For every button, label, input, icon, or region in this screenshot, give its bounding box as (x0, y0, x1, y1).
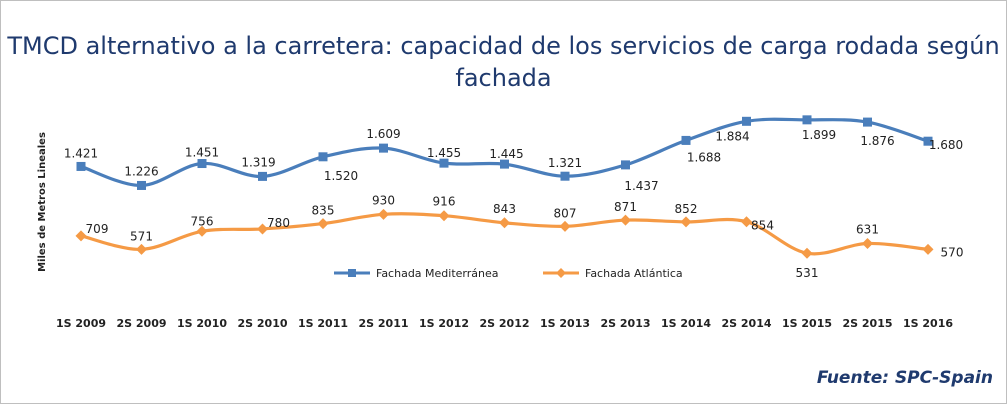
data-label-atlantica: 835 (312, 204, 335, 218)
data-label-mediterranea: 1.319 (241, 155, 275, 169)
data-label-mediterranea: 1.451 (185, 146, 219, 160)
x-tick-label: 2S 2014 (721, 317, 771, 330)
data-point-mediterranea (621, 160, 630, 170)
legend-marker (556, 268, 566, 278)
data-point-atlantica (136, 243, 147, 255)
data-label-atlantica: 916 (433, 195, 456, 209)
legend-label: Fachada Atlántica (585, 267, 683, 280)
x-tick-label: 1S 2011 (298, 317, 348, 330)
data-point-mediterranea (863, 117, 872, 127)
data-point-atlantica (801, 247, 813, 259)
data-label-atlantica: 571 (130, 229, 153, 243)
data-label-atlantica: 631 (856, 222, 879, 236)
data-point-mediterranea (802, 115, 812, 125)
data-label-mediterranea: 1.421 (64, 146, 98, 160)
data-point-mediterranea (742, 116, 751, 126)
data-label-atlantica: 930 (372, 193, 395, 207)
data-label-mediterranea: 1.520 (324, 169, 358, 183)
x-tick-label: 1S 2015 (782, 317, 832, 330)
data-label-atlantica: 854 (751, 219, 774, 233)
data-point-atlantica (196, 225, 208, 237)
data-label-mediterranea: 1.226 (124, 164, 158, 178)
y-axis-label: Miles de Metros Lineales (37, 132, 48, 272)
data-label-mediterranea: 1.321 (548, 156, 582, 170)
x-tick-label: 2S 2013 (600, 317, 650, 330)
data-label-mediterranea: 1.609 (366, 127, 400, 141)
data-label-mediterranea: 1.899 (802, 128, 836, 142)
data-point-atlantica (378, 208, 389, 220)
data-label-atlantica: 843 (493, 202, 516, 216)
data-label-mediterranea: 1.445 (489, 147, 523, 161)
data-point-atlantica (317, 218, 329, 230)
data-point-atlantica (438, 210, 450, 222)
data-point-atlantica (620, 214, 631, 226)
data-point-atlantica (922, 243, 934, 255)
data-label-mediterranea: 1.688 (687, 150, 721, 164)
data-label-atlantica: 570 (941, 245, 964, 259)
x-tick-label: 2S 2012 (479, 317, 529, 330)
data-point-atlantica (75, 230, 87, 242)
data-point-atlantica (680, 216, 692, 228)
x-tick-label: 2S 2011 (358, 317, 408, 330)
data-label-atlantica: 531 (796, 266, 819, 280)
data-label-atlantica: 780 (267, 216, 290, 230)
data-point-mediterranea (137, 180, 146, 190)
data-label-atlantica: 756 (191, 214, 214, 228)
data-label-atlantica: 852 (675, 202, 698, 216)
data-point-mediterranea (500, 159, 509, 169)
data-label-mediterranea: 1.884 (715, 129, 749, 143)
x-tick-label: 1S 2013 (540, 317, 590, 330)
x-tick-label: 1S 2012 (419, 317, 469, 330)
data-point-atlantica (741, 216, 752, 228)
data-point-atlantica (499, 217, 510, 229)
data-label-atlantica: 807 (554, 206, 577, 220)
source-note: Fuente: SPC-Spain (816, 368, 993, 388)
data-point-mediterranea (258, 171, 267, 181)
data-label-mediterranea: 1.876 (860, 134, 894, 148)
data-point-mediterranea (379, 143, 388, 153)
data-label-mediterranea: 1.437 (624, 179, 658, 193)
legend-label: Fachada Mediterránea (376, 267, 499, 280)
data-point-mediterranea (76, 161, 86, 171)
data-point-atlantica (257, 223, 268, 235)
data-label-mediterranea: 1.455 (427, 146, 461, 160)
data-point-mediterranea (197, 159, 207, 169)
x-tick-label: 1S 2010 (177, 317, 227, 330)
data-point-mediterranea (318, 152, 328, 162)
data-point-mediterranea (560, 171, 570, 181)
x-tick-label: 1S 2009 (56, 317, 106, 330)
x-tick-label: 1S 2016 (903, 317, 953, 330)
data-point-atlantica (862, 237, 873, 249)
data-point-mediterranea (923, 136, 933, 146)
x-tick-label: 2S 2010 (237, 317, 287, 330)
data-point-mediterranea (439, 158, 449, 168)
x-tick-label: 2S 2015 (842, 317, 892, 330)
data-point-mediterranea (681, 135, 691, 145)
x-tick-label: 2S 2009 (116, 317, 166, 330)
chart-title: TMCD alternativo a la carretera: capacid… (7, 32, 1000, 92)
data-label-mediterranea: 1.680 (929, 138, 963, 152)
data-label-atlantica: 709 (86, 222, 109, 236)
data-point-atlantica (559, 220, 571, 232)
legend-marker (348, 269, 356, 277)
data-label-atlantica: 871 (614, 200, 637, 214)
x-tick-label: 1S 2014 (661, 317, 711, 330)
